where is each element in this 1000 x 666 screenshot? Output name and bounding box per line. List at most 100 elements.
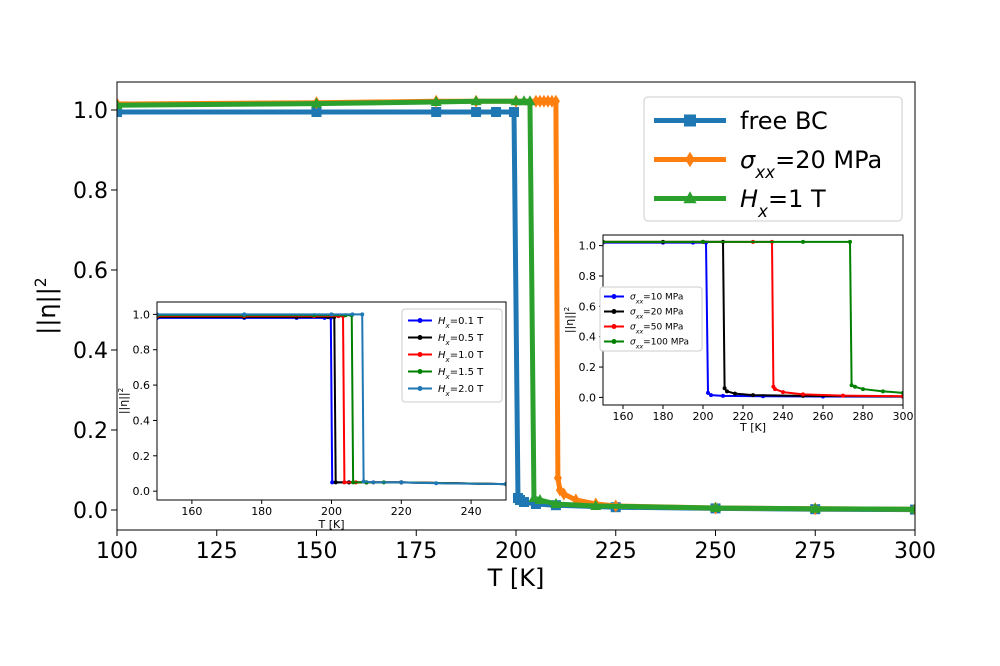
x-tick-label-1: 125 <box>196 539 238 564</box>
y-tick-label-4: 0.8 <box>73 179 108 204</box>
data-point-2-9 <box>550 498 562 508</box>
data-point-2-1 <box>311 97 322 108</box>
legend-label-0: σxx=10 MPa <box>630 293 683 306</box>
y-tick-label-5: 1.0 <box>73 99 108 124</box>
series-line-4 <box>157 313 506 486</box>
y-tick-label-3: 0.6 <box>133 379 151 392</box>
x-tick-label-3: 220 <box>391 505 412 518</box>
data-point-2-0 <box>117 99 123 110</box>
y-tick-label-4: 0.8 <box>133 344 151 357</box>
x-tick-label-4: 200 <box>495 539 537 564</box>
series-group <box>157 312 506 487</box>
x-tick-label-7: 275 <box>794 539 836 564</box>
data-point-1-6 <box>733 391 737 396</box>
y-tick-label-3: 0.6 <box>579 300 597 313</box>
data-point-1-13 <box>559 487 568 501</box>
data-point-3-7 <box>881 389 885 394</box>
data-point-3-3 <box>848 239 852 244</box>
x-tick-label-0: 160 <box>181 505 202 518</box>
y-tick-label-1: 0.2 <box>579 361 597 374</box>
legend-label-1: Hx=0.5 T <box>438 333 484 347</box>
data-point-2-6 <box>781 390 785 395</box>
x-axis-label: T [K] <box>487 564 545 592</box>
data-point-0-0 <box>117 107 122 117</box>
legend-label-3: Hx=1.5 T <box>438 367 484 381</box>
inset-chart-field: 160 180 200 220 240 0.0 0.2 0.4 0.6 0.8 1.0 T [K] ||… <box>116 301 507 531</box>
series-line-2 <box>117 98 915 512</box>
x-tick-label-1: 180 <box>653 410 674 423</box>
data-point-2-8 <box>841 393 845 398</box>
data-point-0-3 <box>471 107 482 117</box>
legend-marker-3 <box>417 369 423 374</box>
legend-label-1: σxx=20 MPa <box>630 308 683 321</box>
data-point-1-5 <box>333 480 338 485</box>
y-tick-label-0: 0.0 <box>73 499 108 524</box>
y-tick-label-2: 0.4 <box>579 331 597 344</box>
legend-marker-0 <box>417 318 423 323</box>
data-point-1-10 <box>551 94 560 108</box>
x-tick-label-6: 280 <box>853 410 874 423</box>
data-point-4-3 <box>350 312 355 317</box>
data-point-1-4 <box>722 386 727 391</box>
legend-label-2: Hx=1 T <box>740 185 826 221</box>
y-tick-label-2: 0.4 <box>73 339 108 364</box>
x-tick-label-4: 240 <box>461 505 482 518</box>
y-tick-label-1: 0.2 <box>73 419 108 444</box>
x-axis-label: T [K] <box>317 518 344 531</box>
data-point-3-5 <box>351 480 356 485</box>
x-tick-label-5: 260 <box>813 410 834 423</box>
data-point-2-13 <box>909 503 915 514</box>
legend-marker-0 <box>684 114 696 127</box>
x-axis-label: T [K] <box>739 421 766 434</box>
x-tick-label-7: 300 <box>893 410 914 423</box>
inset-chart-stress: 160 180 200 220 240 260 280 300 0.0 0.2 0.4 0.6 0.8 1… <box>562 234 914 434</box>
x-tick-label-6: 250 <box>695 539 737 564</box>
data-point-4-5 <box>361 479 366 484</box>
legend-marker-2 <box>611 324 617 329</box>
legend-marker-2 <box>683 191 697 204</box>
legend-box <box>599 286 703 352</box>
series-group <box>117 94 915 516</box>
y-tick-label-0: 0.0 <box>579 391 597 404</box>
legend-label-0: Hx=0.1 T <box>438 316 484 330</box>
legend-marker-4 <box>417 386 423 391</box>
data-point-1-11 <box>553 471 562 485</box>
x-tick-label-3: 175 <box>395 539 437 564</box>
x-tick-label-1: 180 <box>251 505 272 518</box>
data-point-1-5 <box>725 389 729 394</box>
y-tick-label-5: 1.0 <box>133 308 151 321</box>
data-point-4-6 <box>371 480 376 485</box>
data-point-2-5 <box>773 387 777 392</box>
y-axis-label: ||η||2 <box>562 307 577 333</box>
data-point-2-8 <box>534 494 546 504</box>
x-tick-label-4: 240 <box>773 410 794 423</box>
data-point-4-7 <box>399 480 404 485</box>
series-group <box>603 239 903 399</box>
data-point-0-8 <box>518 497 529 507</box>
data-point-1-7 <box>751 393 755 398</box>
data-point-2-6 <box>524 95 536 106</box>
data-point-2-3 <box>470 95 482 106</box>
x-tick-label-8: 300 <box>894 539 936 564</box>
data-point-3-1 <box>701 239 705 244</box>
x-tick-label-5: 225 <box>595 539 637 564</box>
x-tick-label-2: 200 <box>693 410 714 423</box>
data-point-0-1 <box>311 107 322 117</box>
data-point-2-5 <box>342 480 347 485</box>
legend-label-0: free BC <box>740 107 828 135</box>
data-point-2-12 <box>809 502 821 513</box>
legend: σxx=10 MPa σxx=20 MPa σxx=50 MPa σxx=100 MP… <box>599 286 703 352</box>
legend-label-4: Hx=2.0 T <box>438 384 484 398</box>
data-point-3-4 <box>849 383 854 388</box>
y-axis-label: ||η||2 <box>116 388 131 414</box>
data-point-2-11 <box>710 502 721 512</box>
legend-marker-3 <box>611 339 617 344</box>
x-tick-label-0: 100 <box>96 539 138 564</box>
legend-marker-1 <box>611 309 617 314</box>
data-point-4-8 <box>434 481 439 486</box>
data-point-4-4 <box>360 312 365 317</box>
legend-box <box>401 308 503 403</box>
legend-marker-1 <box>417 335 423 340</box>
legend: Hx=0.1 T Hx=0.5 T Hx=1.0 T Hx=1.5 T Hx=2.0 T <box>401 308 503 403</box>
